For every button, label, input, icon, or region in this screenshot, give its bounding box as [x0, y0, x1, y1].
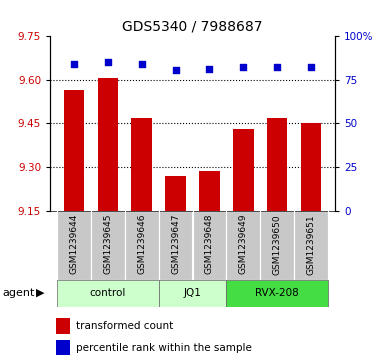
- Bar: [226, 280, 328, 307]
- Text: percentile rank within the sample: percentile rank within the sample: [76, 343, 251, 353]
- Point: [71, 61, 77, 67]
- Text: GSM1239649: GSM1239649: [239, 214, 248, 274]
- Text: JQ1: JQ1: [184, 288, 201, 298]
- Text: GSM1239648: GSM1239648: [205, 214, 214, 274]
- Bar: [57, 211, 91, 280]
- Bar: [192, 211, 226, 280]
- Text: control: control: [90, 288, 126, 298]
- Bar: [131, 118, 152, 211]
- Bar: [226, 211, 260, 280]
- Bar: [159, 211, 192, 280]
- Bar: [91, 211, 125, 280]
- Text: ▶: ▶: [36, 288, 45, 298]
- Bar: [97, 78, 118, 211]
- Point: [139, 61, 145, 67]
- Bar: [267, 118, 288, 211]
- Point: [274, 64, 280, 70]
- Bar: [56, 340, 70, 355]
- Bar: [260, 211, 294, 280]
- Point: [172, 67, 179, 73]
- Text: GSM1239650: GSM1239650: [273, 214, 282, 275]
- Text: GSM1239645: GSM1239645: [103, 214, 112, 274]
- Bar: [159, 280, 226, 307]
- Text: agent: agent: [2, 288, 34, 298]
- Text: GSM1239646: GSM1239646: [137, 214, 146, 274]
- Bar: [125, 211, 159, 280]
- Point: [105, 60, 111, 65]
- Point: [240, 65, 246, 70]
- Bar: [233, 129, 254, 211]
- Bar: [57, 280, 159, 307]
- Point: [308, 65, 314, 70]
- Bar: [199, 171, 219, 211]
- Bar: [301, 123, 321, 211]
- Point: [206, 66, 213, 72]
- Text: GSM1239651: GSM1239651: [307, 214, 316, 275]
- Text: GSM1239647: GSM1239647: [171, 214, 180, 274]
- Text: transformed count: transformed count: [76, 321, 173, 331]
- Text: GSM1239644: GSM1239644: [69, 214, 78, 274]
- Title: GDS5340 / 7988687: GDS5340 / 7988687: [122, 20, 263, 34]
- Bar: [166, 176, 186, 211]
- Bar: [294, 211, 328, 280]
- Bar: [64, 90, 84, 211]
- Bar: [56, 318, 70, 334]
- Text: RVX-208: RVX-208: [255, 288, 299, 298]
